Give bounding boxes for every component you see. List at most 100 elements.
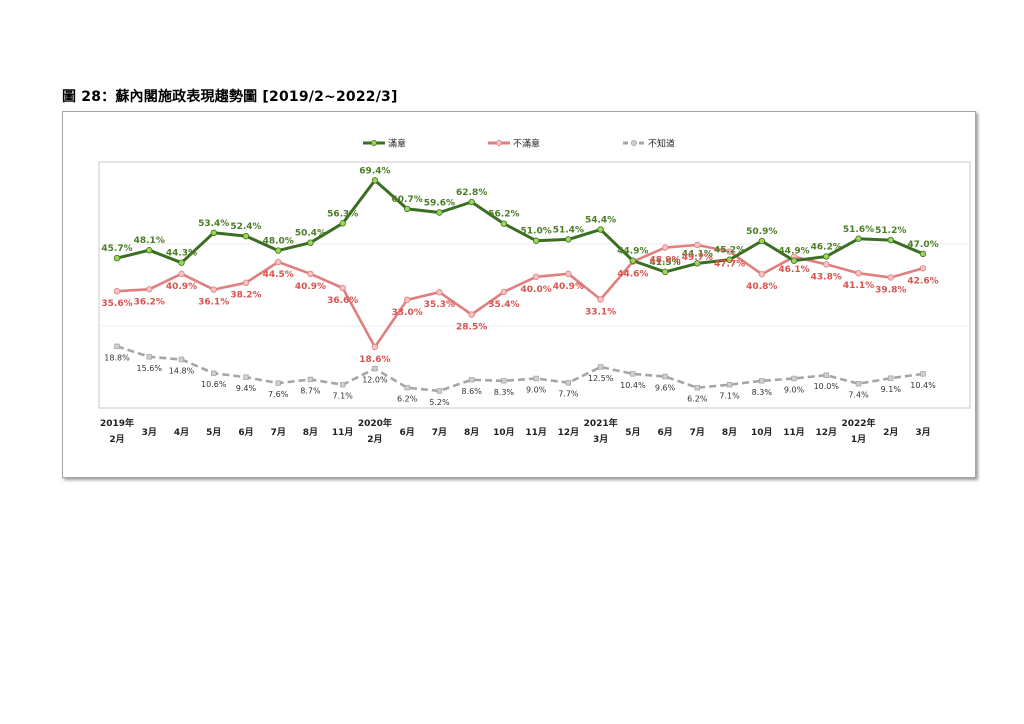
marker-s1-14 [565,270,572,278]
data-label-s2-8: 12.0% [362,376,388,385]
data-label-s1-3: 36.1% [198,298,229,308]
data-label-s0-20: 50.9% [746,227,777,237]
data-label-s2-4: 9.4% [236,384,257,393]
marker-s0-15 [597,226,604,233]
data-label-s1-0: 35.6% [101,299,132,309]
series-line-2 [116,345,924,393]
data-label-s1-2: 40.9% [166,282,197,292]
marker-s1-1 [146,286,153,293]
data-label-s2-23: 7.4% [848,391,869,400]
marker-s2-20 [759,378,765,384]
marker-s2-3 [211,370,217,376]
marker-s1-25 [919,265,927,272]
x-tick-month-6: 8月 [303,427,318,438]
marker-s1-18 [694,241,701,249]
plot-area [98,161,971,409]
legend: 滿意 不滿意 不知道 [363,138,675,150]
data-label-s0-8: 69.4% [359,166,390,176]
x-tick-year-0: 2019年 [100,417,134,429]
data-label-s1-13: 40.0% [521,285,552,295]
marker-s2-2 [178,356,185,363]
series-lines [116,178,924,393]
marker-s0-20 [758,237,765,245]
data-label-s1-14: 40.9% [553,282,584,292]
marker-s1-6 [307,270,314,278]
marker-s0-24 [887,236,894,244]
data-label-s2-14: 7.7% [558,390,579,399]
data-label-s1-17: 48.9% [649,256,680,266]
series-line-1 [116,243,924,349]
data-label-s2-20: 8.3% [752,388,773,397]
x-tick-month-0: 2月 [109,434,124,445]
marker-s1-20 [758,270,765,278]
data-label-s1-10: 35.3% [424,300,455,310]
data-label-s2-17: 9.6% [655,384,676,393]
data-label-s0-13: 51.0% [521,227,552,237]
x-tick-month-19: 8月 [722,427,737,438]
data-label-s1-22: 43.8% [811,272,842,282]
x-tick-year-23: 2022年 [841,417,875,429]
data-label-s0-2: 44.3% [166,249,197,259]
marker-s0-21 [790,257,798,264]
data-label-s0-14: 51.4% [553,225,584,235]
data-label-s0-11: 62.8% [456,188,487,198]
marker-s1-19 [726,248,733,255]
legend-label-0: 滿意 [388,138,406,150]
data-label-s0-0: 45.7% [101,244,132,254]
marker-s0-2 [178,259,185,266]
data-label-s0-15: 54.4% [585,216,616,226]
data-label-s2-15: 12.5% [588,374,614,383]
marker-s2-21 [791,375,797,382]
x-tick-month-13: 11月 [525,427,547,438]
x-tick-month-12: 10月 [493,427,515,438]
legend-label-2: 不知道 [648,138,675,150]
marker-s0-14 [565,236,572,243]
marker-s0-23 [855,235,862,242]
data-label-s2-1: 15.6% [137,364,163,373]
data-label-s2-5: 7.6% [268,390,289,399]
marker-s1-24 [887,274,894,281]
marker-s1-23 [855,269,862,277]
data-label-s2-16: 10.4% [620,381,646,390]
chart-frame: 滿意 不滿意 不知道 45.7% 48.1% 44.3% 53.4% 52.4% 48.0% 5… [62,111,976,478]
marker-s1-3 [210,286,217,293]
x-tick-year-15: 2021年 [584,417,618,429]
data-label-s0-24: 51.2% [875,226,906,236]
data-label-s2-7: 7.1% [333,392,354,401]
marker-s0-6 [307,239,314,246]
marker-s0-19 [726,256,733,263]
data-label-s0-22: 46.2% [811,242,842,252]
x-tick-month-14: 12月 [558,427,580,438]
marker-s0-5 [274,247,282,254]
marker-s0-7 [339,220,346,227]
marker-s0-12 [500,220,508,227]
data-label-s1-16: 44.6% [617,270,648,280]
x-tick-month-15: 3月 [593,434,608,445]
marker-s1-9 [403,296,411,303]
data-label-s2-24: 9.1% [881,385,902,394]
data-label-s2-0: 18.8% [104,353,130,362]
marker-s2-18 [694,384,701,391]
x-axis-ticks: 2019年 2月 3月 4月 5月 6月 7月 8月 11月 2020年 2月 6月 7月 8月 10月 11… [100,417,931,445]
data-label-s2-13: 9.0% [526,385,547,394]
data-label-s2-25: 10.4% [910,381,936,390]
data-label-s2-2: 14.8% [169,366,195,375]
data-label-s1-11: 28.5% [456,323,487,333]
data-label-s0-4: 52.4% [230,222,261,232]
data-label-s1-15: 33.1% [585,307,616,317]
marker-s2-17 [662,373,668,380]
data-markers [113,177,927,394]
marker-s0-13 [532,237,540,244]
marker-s1-13 [532,273,540,280]
marker-s0-18 [694,260,701,267]
marker-s1-0 [113,288,121,295]
data-label-s1-20: 40.8% [746,282,777,292]
marker-s2-23 [855,381,862,387]
x-tick-month-20: 10月 [751,427,773,438]
data-label-s0-5: 48.0% [263,237,294,247]
marker-s2-9 [404,384,410,391]
marker-s0-3 [210,229,217,237]
x-tick-month-8: 2月 [367,434,382,445]
data-label-s0-1: 48.1% [134,236,165,246]
marker-s0-16 [629,257,637,264]
